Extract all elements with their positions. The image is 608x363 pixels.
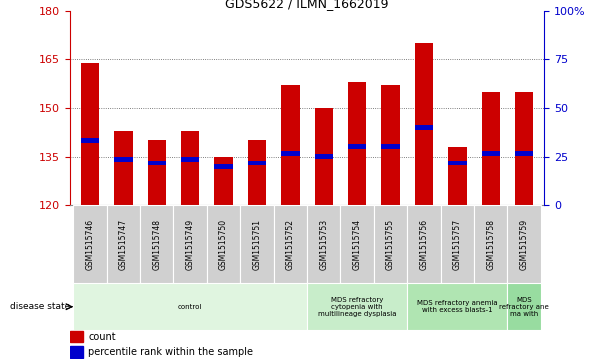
- Bar: [148, 160, 166, 166]
- Text: GSM1515748: GSM1515748: [152, 219, 161, 270]
- Bar: [215, 156, 233, 205]
- Bar: [474, 205, 508, 283]
- Text: disease state: disease state: [10, 302, 71, 311]
- Text: MDS
refractory ane
ma with: MDS refractory ane ma with: [499, 297, 549, 317]
- Text: GSM1515751: GSM1515751: [252, 219, 261, 270]
- Text: GSM1515753: GSM1515753: [319, 219, 328, 270]
- Bar: [407, 205, 441, 283]
- Bar: [114, 157, 133, 162]
- Bar: [181, 157, 199, 162]
- Text: GSM1515750: GSM1515750: [219, 219, 228, 270]
- Bar: [207, 205, 240, 283]
- Bar: [173, 205, 207, 283]
- Bar: [248, 160, 266, 166]
- Bar: [114, 131, 133, 205]
- Bar: [106, 205, 140, 283]
- Bar: [415, 43, 433, 205]
- Bar: [348, 82, 367, 205]
- Bar: [448, 147, 466, 205]
- Bar: [415, 125, 433, 130]
- Bar: [482, 92, 500, 205]
- Bar: [348, 144, 367, 149]
- Bar: [374, 205, 407, 283]
- Bar: [81, 63, 99, 205]
- Bar: [307, 205, 340, 283]
- Bar: [73, 283, 307, 330]
- Bar: [314, 154, 333, 159]
- Bar: [407, 283, 508, 330]
- Bar: [508, 283, 541, 330]
- Bar: [448, 160, 466, 166]
- Bar: [140, 205, 173, 283]
- Bar: [508, 205, 541, 283]
- Bar: [73, 205, 106, 283]
- Bar: [482, 151, 500, 156]
- Bar: [281, 151, 300, 156]
- Text: control: control: [178, 304, 202, 310]
- Bar: [441, 205, 474, 283]
- Bar: [515, 151, 533, 156]
- Text: GSM1515759: GSM1515759: [520, 219, 528, 270]
- Bar: [240, 205, 274, 283]
- Bar: [70, 346, 83, 358]
- Bar: [181, 131, 199, 205]
- Text: GSM1515755: GSM1515755: [386, 219, 395, 270]
- Text: count: count: [88, 331, 116, 342]
- Bar: [515, 92, 533, 205]
- Bar: [215, 164, 233, 169]
- Text: GSM1515749: GSM1515749: [185, 219, 195, 270]
- Bar: [148, 140, 166, 205]
- Text: GSM1515746: GSM1515746: [86, 219, 94, 270]
- Text: MDS refractory
cytopenia with
multilineage dysplasia: MDS refractory cytopenia with multilinea…: [318, 297, 396, 317]
- Text: GSM1515756: GSM1515756: [420, 219, 429, 270]
- Bar: [381, 85, 399, 205]
- Bar: [281, 85, 300, 205]
- Text: GSM1515747: GSM1515747: [119, 219, 128, 270]
- Text: GSM1515752: GSM1515752: [286, 219, 295, 270]
- Bar: [248, 140, 266, 205]
- Bar: [307, 283, 407, 330]
- Bar: [274, 205, 307, 283]
- Text: percentile rank within the sample: percentile rank within the sample: [88, 347, 254, 357]
- Text: GSM1515757: GSM1515757: [453, 219, 462, 270]
- Bar: [314, 108, 333, 205]
- Bar: [340, 205, 374, 283]
- Bar: [381, 144, 399, 149]
- Title: GDS5622 / ILMN_1662019: GDS5622 / ILMN_1662019: [226, 0, 389, 10]
- Text: MDS refractory anemia
with excess blasts-1: MDS refractory anemia with excess blasts…: [417, 300, 497, 313]
- Text: GSM1515758: GSM1515758: [486, 219, 496, 270]
- Bar: [70, 331, 83, 342]
- Bar: [81, 138, 99, 143]
- Text: GSM1515754: GSM1515754: [353, 219, 362, 270]
